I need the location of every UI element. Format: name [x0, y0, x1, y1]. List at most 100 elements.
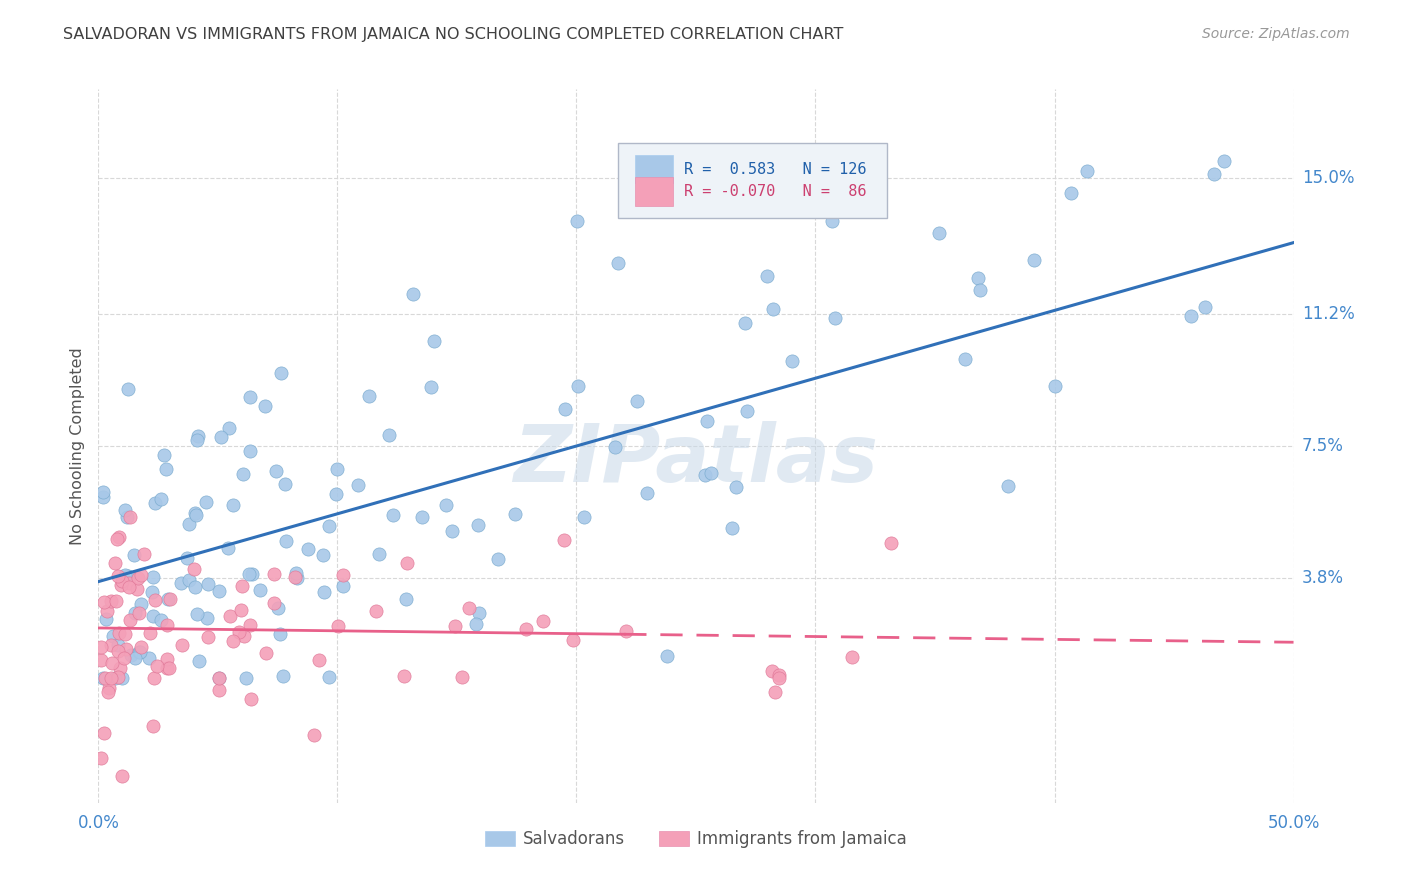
Point — [209, 430, 232, 444]
Point — [143, 496, 166, 510]
Point — [734, 317, 756, 331]
Point — [606, 256, 628, 270]
Point — [139, 626, 162, 640]
Point — [1202, 167, 1225, 181]
Point — [107, 670, 129, 684]
Point — [318, 670, 340, 684]
Point — [208, 583, 231, 598]
Point — [125, 582, 148, 596]
Point — [318, 519, 340, 533]
Text: R =  0.583   N = 126: R = 0.583 N = 126 — [685, 161, 866, 177]
Point — [101, 656, 124, 670]
Point — [145, 659, 167, 673]
Point — [142, 569, 165, 583]
Point — [553, 533, 575, 548]
Point — [395, 591, 418, 606]
Point — [953, 351, 976, 366]
Point — [129, 645, 152, 659]
Point — [780, 354, 803, 368]
Point — [325, 461, 347, 475]
Text: ZIPatlas: ZIPatlas — [513, 421, 879, 500]
Point — [308, 653, 330, 667]
Point — [768, 671, 790, 685]
Point — [367, 547, 389, 561]
Point — [93, 671, 115, 685]
Text: SALVADORAN VS IMMIGRANTS FROM JAMAICA NO SCHOOLING COMPLETED CORRELATION CHART: SALVADORAN VS IMMIGRANTS FROM JAMAICA NO… — [63, 27, 844, 42]
Point — [143, 593, 166, 607]
Point — [444, 619, 467, 633]
Point — [91, 671, 114, 685]
Point — [101, 629, 124, 643]
Point — [382, 508, 405, 523]
Point — [208, 671, 231, 685]
Point — [128, 645, 150, 659]
Point — [1194, 301, 1216, 315]
Point — [249, 582, 271, 597]
Point — [114, 641, 136, 656]
Legend: Salvadorans, Immigrants from Jamaica: Salvadorans, Immigrants from Jamaica — [478, 824, 914, 855]
Point — [233, 629, 256, 643]
Point — [177, 573, 200, 587]
Point — [696, 414, 718, 428]
Point — [505, 507, 527, 521]
Text: 50.0%: 50.0% — [1267, 814, 1320, 832]
Point — [176, 551, 198, 566]
FancyBboxPatch shape — [636, 155, 673, 184]
Point — [567, 214, 589, 228]
FancyBboxPatch shape — [619, 143, 887, 218]
Text: 0.0%: 0.0% — [77, 814, 120, 832]
Point — [271, 669, 294, 683]
Point — [238, 567, 260, 582]
Point — [239, 444, 262, 458]
Point — [155, 617, 177, 632]
Point — [240, 567, 263, 582]
Point — [114, 627, 136, 641]
Point — [108, 530, 131, 544]
Point — [254, 646, 277, 660]
Point — [90, 751, 112, 765]
Point — [332, 579, 354, 593]
Point — [763, 685, 786, 699]
Text: 15.0%: 15.0% — [1302, 169, 1354, 187]
Point — [107, 644, 129, 658]
Point — [735, 404, 758, 418]
Point — [188, 654, 211, 668]
Point — [450, 669, 472, 683]
Point — [94, 612, 117, 626]
Point — [263, 596, 285, 610]
Point — [232, 467, 254, 482]
Point — [124, 651, 146, 665]
Point — [636, 486, 658, 500]
Point — [1212, 153, 1234, 168]
Point — [114, 568, 136, 582]
Point — [239, 618, 262, 632]
Point — [111, 769, 134, 783]
Point — [93, 595, 115, 609]
Point — [219, 608, 242, 623]
Point — [110, 577, 132, 591]
Point — [312, 548, 335, 562]
Point — [129, 567, 152, 582]
Point — [170, 575, 193, 590]
Point — [364, 604, 387, 618]
Point — [572, 510, 595, 524]
Point — [156, 661, 179, 675]
Point — [118, 580, 141, 594]
Point — [347, 478, 370, 492]
Point — [197, 577, 219, 591]
Point — [235, 671, 257, 685]
Point — [150, 614, 173, 628]
Text: 7.5%: 7.5% — [1302, 437, 1344, 455]
Point — [155, 462, 177, 476]
Point — [554, 401, 576, 416]
Point — [129, 640, 152, 654]
Point — [824, 311, 846, 326]
Point — [821, 214, 844, 228]
Point — [314, 585, 336, 599]
Point — [285, 571, 308, 585]
Point — [359, 389, 381, 403]
Point — [122, 548, 145, 562]
Point — [117, 569, 139, 583]
Point — [721, 521, 744, 535]
Point — [218, 421, 240, 435]
